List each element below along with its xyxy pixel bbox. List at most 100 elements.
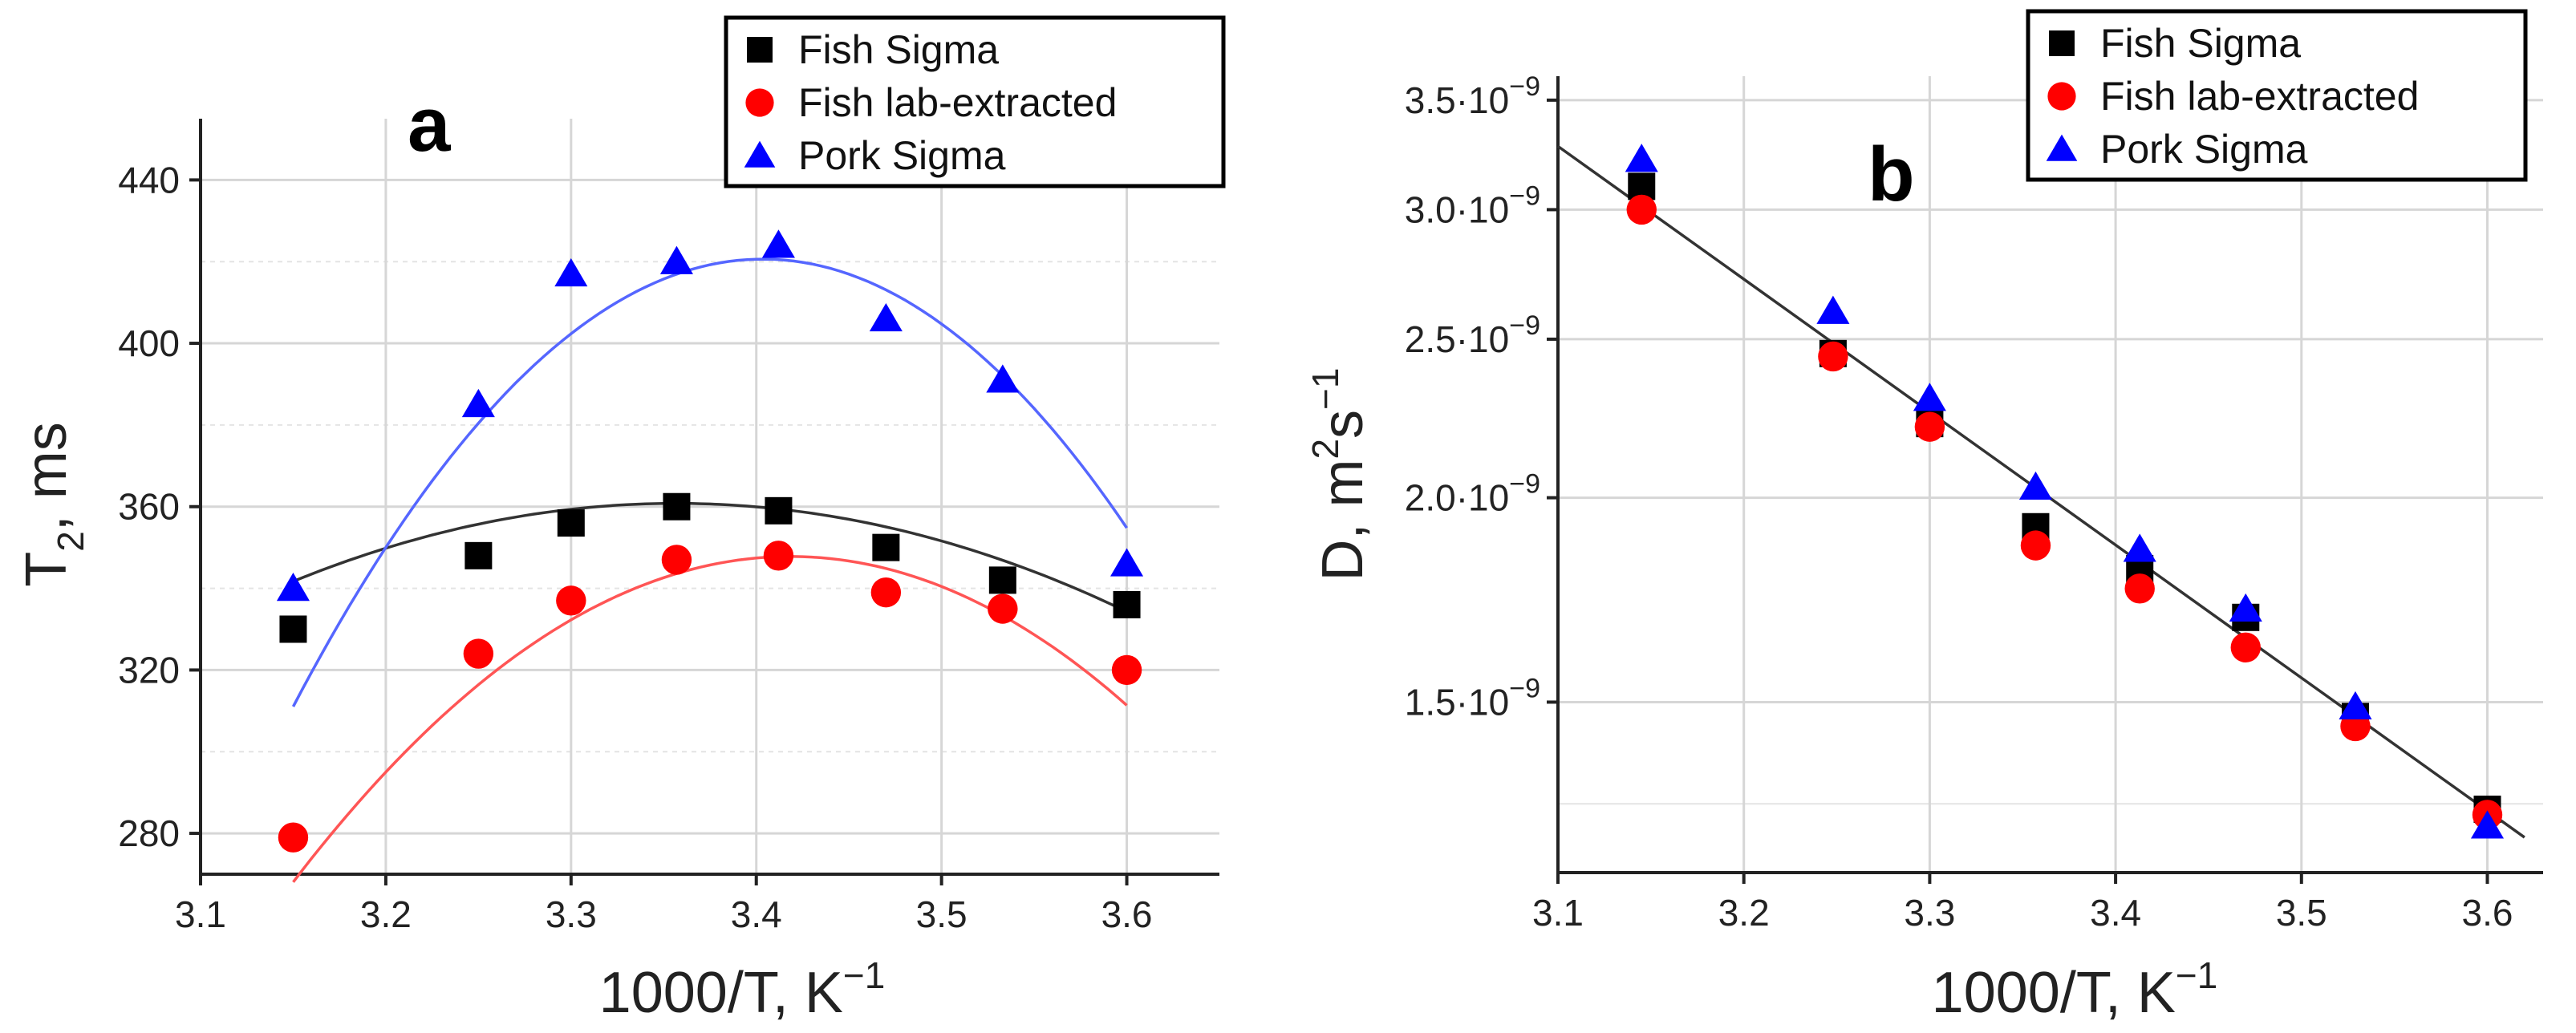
panel-a-legend-marker [747,37,773,63]
panel-b-ytick-label: 3.5·10−9 [1405,71,1540,121]
panel-a-xtick-label: 3.5 [916,893,968,935]
panel-b-ytick-label: 1.5·10−9 [1405,673,1540,723]
panel-a-point-circle [763,541,794,571]
panel-a-point-square [988,566,1016,594]
panel-b-xtick-label: 3.5 [2276,892,2327,934]
panel-a-xtick-label: 3.1 [175,893,226,935]
panel-a-point-square [765,496,793,525]
panel-b-point-triangle [2470,810,2505,839]
panel-b-point-triangle [2339,691,2372,720]
panel-b-point-circle [2020,530,2051,561]
panel-b-point-circle [1914,411,1945,442]
panel-b-y-label: D, m2s−1 [1304,367,1375,581]
panel-a-point-triangle [1110,548,1144,577]
panel-b-x-label-sup: −1 [2176,954,2217,996]
panel-b-y-label-ylabel_mid: s [1311,410,1375,439]
panel-b-point-triangle [2123,533,2156,562]
panel-b-point-triangle [2018,471,2052,500]
panel-a-fit-curve [291,257,1128,707]
panel-b-legend-marker [2047,82,2076,111]
panel-b-plot: 1.5·10−92.0·10−92.5·10−93.0·10−93.5·10−9… [1304,9,2543,1025]
panel-a-ytick-label: 320 [118,649,180,691]
panel-a-y-label-main: T [14,552,79,587]
panel-b-ytick-label: 2.5·10−9 [1405,310,1540,360]
panel-a-point-circle [463,638,494,669]
panel-b-ytick-mantissa: 2.5·10 [1405,318,1509,360]
panel-a-legend-label: Fish lab-extracted [798,80,1117,125]
panel-b-point-triangle [2229,593,2262,622]
panel-a-xtick-label: 3.2 [360,893,412,935]
panel-a-point-triangle [554,257,588,287]
panel-a-point-circle [988,593,1018,624]
panel-a-point-triangle [986,364,1020,393]
panel-b-legend-marker [2046,134,2078,161]
panel-a-y-label-rest: , ms [14,422,79,531]
panel-a-point-circle [278,822,309,853]
panel-a-xtick-label: 3.6 [1101,893,1153,935]
panel-a-point-circle [1111,654,1142,686]
panel-b-ytick-exponent: −9 [1509,310,1540,341]
panel-a-point-triangle [761,229,795,258]
panel-b-point-circle [1818,341,1848,372]
panel-b-ytick-exponent: −9 [1509,673,1540,703]
panel-b-y-label-ylabel_main: D, m [1311,460,1375,581]
panel-a-fit-curve [292,501,1128,614]
panel-a-x-label-sup: −1 [843,954,885,996]
panel-b-xtick-label: 3.4 [2090,892,2141,934]
panel-a-point-triangle [869,302,903,332]
panel-b-ytick-mantissa: 2.0·10 [1405,477,1509,519]
panel-a-point-circle [556,585,586,616]
panel-a-legend-label: Pork Sigma [798,133,1006,178]
panel-a-point-square [464,541,493,569]
panel-a-x-label: 1000/T, K−1 [599,954,886,1025]
panel-a-point-square [279,615,307,643]
panel-b-letter: b [1868,132,1915,217]
panel-b-xtick-label: 3.6 [2462,892,2513,934]
panel-a-point-square [663,492,691,521]
panel-a-y-label: T2, ms [14,422,91,587]
panel-b-legend [2026,9,2528,182]
panel-a-legend-marker [745,88,774,117]
panel-b-point-circle [2230,632,2261,662]
panel-b-xtick-label: 3.3 [1904,892,1955,934]
panel-a-legend-label: Fish Sigma [798,27,999,72]
panel-b-y-label-ylabel_sup1: 2 [1304,439,1346,460]
panel-b-ytick-label: 3.0·10−9 [1405,180,1540,230]
panel-b-xtick-label: 3.1 [1532,892,1584,934]
panel-a-point-triangle [461,388,495,418]
panel-b-xtick-label: 3.2 [1718,892,1770,934]
panel-a-ytick-label: 360 [118,486,180,528]
panel-b-legend-label: Fish Sigma [2100,21,2301,66]
panel-a-letter: a [408,82,451,168]
panel-b-ytick-mantissa: 3.0·10 [1405,188,1509,230]
panel-a-point-triangle [276,573,310,602]
panel-a-point-square [872,533,900,561]
panel-a-point-square [1113,590,1141,618]
panel-b-point-triangle [1625,144,1658,172]
panel-a-legend-marker [744,140,776,168]
panel-b-ytick-mantissa: 3.5·10 [1405,79,1509,121]
panel-b-x-label: 1000/T, K−1 [1932,954,2218,1025]
panel-a-point-circle [661,545,692,575]
panel-b-ytick-exponent: −9 [1509,71,1540,102]
panel-a-point-triangle [659,245,693,274]
panel-b-ytick-label: 2.0·10−9 [1405,469,1540,519]
panel-b-point-triangle [1816,295,1850,324]
panel-b-point-circle [1626,194,1657,225]
panel-a-xtick-label: 3.4 [731,893,782,935]
panel-a-y-label-sub: 2 [50,531,91,552]
panel-b-legend-label: Pork Sigma [2100,127,2308,172]
panel-b-legend-marker [2049,30,2075,56]
panel-b-ytick-exponent: −9 [1509,180,1540,211]
panel-a-xtick-label: 3.3 [546,893,597,935]
panel-a-legend [724,15,1226,188]
panel-a-point-circle [870,577,902,608]
panel-a-point-square [557,509,585,537]
panel-a-ytick-label: 440 [118,159,180,201]
panel-b-ytick-mantissa: 1.5·10 [1405,681,1509,723]
panel-b-ytick-exponent: −9 [1509,469,1540,500]
panel-b-y-label-ylabel_sup2: −1 [1304,367,1346,409]
panel-b-x-label-text: 1000/T, K [1932,961,2176,1025]
panel-a-ytick-label: 400 [118,322,180,364]
